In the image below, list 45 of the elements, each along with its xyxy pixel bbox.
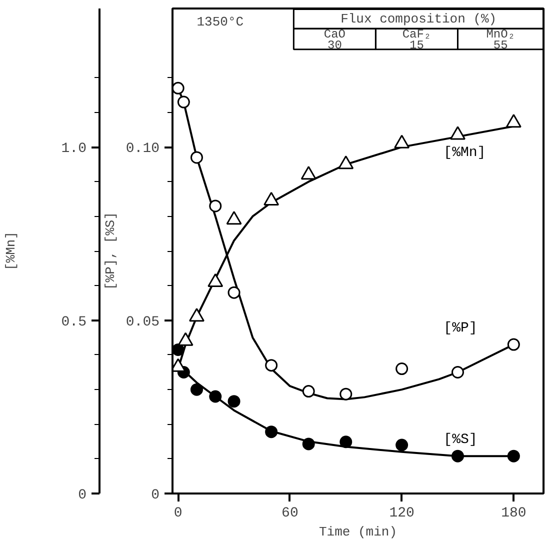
annotation: 15 — [410, 38, 424, 53]
y2-tick-label: 0.5 — [61, 314, 87, 330]
annotation: CaO — [324, 27, 346, 42]
point — [228, 286, 240, 299]
point — [190, 151, 203, 164]
x-axis-title: Time (min) — [318, 524, 398, 540]
point — [172, 82, 184, 94]
point — [396, 362, 408, 376]
point — [396, 438, 408, 452]
series-label: [%S] — [444, 432, 478, 448]
x-tick-label: 180 — [501, 506, 526, 522]
y2-tick-label: 0 — [78, 488, 87, 504]
point — [302, 385, 315, 398]
point — [507, 450, 520, 462]
point — [177, 96, 190, 108]
point — [209, 390, 222, 403]
text: [%P] — [444, 320, 478, 337]
point — [507, 338, 520, 351]
y-tick-label: 0.10 — [126, 141, 160, 158]
y-tick-label: 0 — [151, 488, 160, 504]
annotation: Flux composition (%) — [340, 11, 497, 26]
x-tick-label: 60 — [282, 506, 298, 522]
y2-axis-title: [%Mn] — [3, 231, 18, 271]
annotation: 55 — [493, 38, 508, 53]
point — [190, 383, 203, 396]
point — [302, 438, 315, 450]
point — [228, 395, 240, 408]
annotation: CaF₂ — [402, 27, 432, 42]
y-axis-title: [%P], [%S] — [102, 212, 118, 290]
annotation: 1350°C — [196, 14, 244, 30]
point — [209, 200, 222, 212]
y-tick-label: 0.05 — [126, 314, 160, 330]
point — [340, 436, 352, 448]
annotation: MnO₂ — [486, 27, 516, 42]
x-tick-label: 120 — [389, 506, 414, 522]
y2-tick-label: 1.0 — [61, 141, 87, 158]
series-label: [%Mn] — [444, 144, 486, 161]
point — [265, 426, 278, 438]
point — [172, 343, 184, 356]
annotation: 30 — [327, 38, 342, 53]
point — [451, 450, 464, 462]
point — [265, 359, 278, 372]
point — [340, 388, 352, 400]
x-tick-label: 0 — [174, 506, 182, 522]
point — [451, 366, 464, 378]
